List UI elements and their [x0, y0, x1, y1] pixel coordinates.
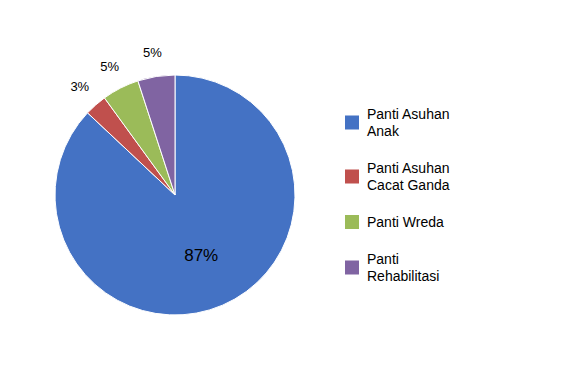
pie — [55, 75, 295, 315]
data-labels: 87% 3% 5% 5% — [70, 45, 218, 265]
legend-swatch — [345, 170, 359, 184]
legend-swatch — [345, 116, 359, 130]
pie-slice — [55, 75, 295, 315]
legend-swatch — [345, 261, 359, 275]
pie-slice — [138, 75, 175, 195]
legend-label: PantiRehabilitasi — [367, 251, 439, 284]
data-label: 5% — [143, 45, 162, 60]
legend: Panti AsuhanAnakPanti AsuhanCacat GandaP… — [345, 106, 450, 284]
legend-label-line: Anak — [367, 123, 400, 139]
data-label: 5% — [100, 59, 119, 74]
legend-item: Panti AsuhanAnak — [345, 106, 450, 139]
legend-label-line: Panti — [367, 251, 399, 267]
chart: 87%3%5%5%Panti AsuhanAnakPanti AsuhanCac… — [0, 0, 569, 375]
legend-label: Panti AsuhanCacat Ganda — [367, 160, 450, 193]
legend-label-line: Panti Asuhan — [367, 106, 450, 122]
legend-label: Panti AsuhanAnak — [367, 106, 450, 139]
legend-label-line: Cacat Ganda — [367, 177, 450, 193]
data-label: 3% — [70, 79, 89, 94]
legend-label-line: Rehabilitasi — [367, 268, 439, 284]
legend-item: PantiRehabilitasi — [345, 251, 439, 284]
legend-label: Panti Wreda — [367, 214, 444, 230]
legend-item: Panti AsuhanCacat Ganda — [345, 160, 450, 193]
legend-swatch — [345, 215, 359, 229]
data-label: 87% — [184, 246, 218, 265]
legend-item: Panti Wreda — [345, 214, 444, 230]
legend-label-line: Panti Wreda — [367, 214, 444, 230]
legend-label-line: Panti Asuhan — [367, 160, 450, 176]
